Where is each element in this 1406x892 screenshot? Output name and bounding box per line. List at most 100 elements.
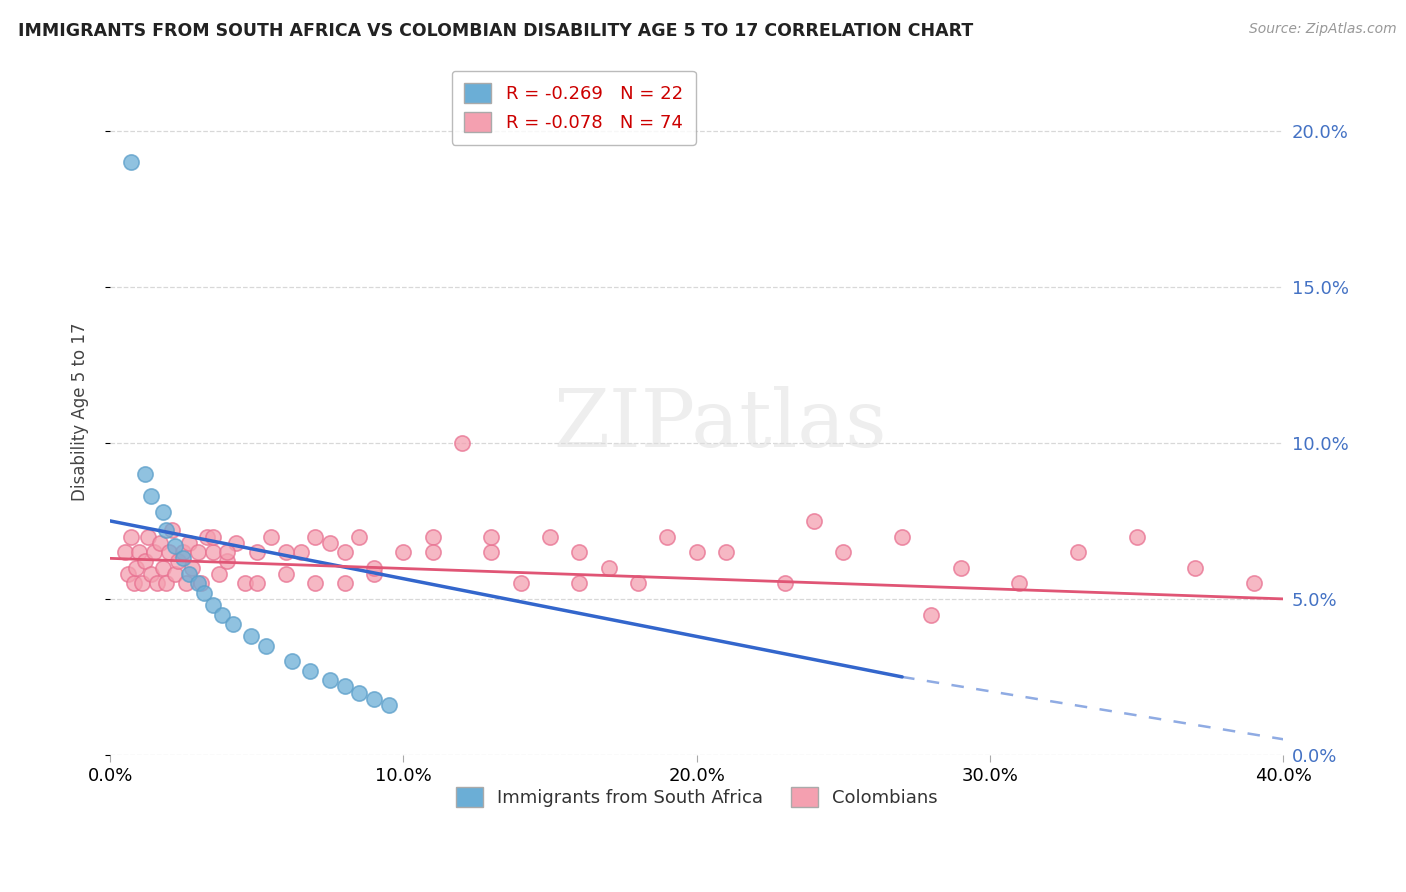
Point	[949, 560, 972, 574]
Point	[274, 566, 297, 581]
Point	[201, 529, 224, 543]
Point	[832, 545, 855, 559]
Point	[152, 504, 174, 518]
Point	[125, 560, 148, 574]
Point	[160, 523, 183, 537]
Point	[139, 566, 162, 581]
Point	[422, 529, 444, 543]
Point	[481, 545, 503, 559]
Point	[714, 545, 737, 559]
Point	[598, 560, 620, 574]
Point	[1008, 576, 1031, 591]
Point	[246, 545, 269, 559]
Point	[274, 545, 297, 559]
Point	[803, 514, 825, 528]
Point	[333, 679, 356, 693]
Point	[451, 436, 474, 450]
Point	[1243, 576, 1265, 591]
Point	[891, 529, 914, 543]
Point	[211, 607, 233, 622]
Point	[117, 566, 139, 581]
Y-axis label: Disability Age 5 to 17: Disability Age 5 to 17	[72, 323, 89, 501]
Point	[155, 576, 177, 591]
Point	[172, 545, 194, 559]
Point	[217, 545, 239, 559]
Point	[176, 576, 198, 591]
Point	[1126, 529, 1149, 543]
Point	[319, 535, 342, 549]
Point	[298, 664, 321, 678]
Point	[166, 554, 188, 568]
Point	[157, 545, 180, 559]
Point	[239, 629, 262, 643]
Point	[217, 554, 239, 568]
Point	[920, 607, 942, 622]
Point	[568, 576, 591, 591]
Point	[120, 155, 142, 169]
Point	[304, 576, 326, 591]
Point	[190, 576, 212, 591]
Point	[686, 545, 709, 559]
Point	[120, 529, 142, 543]
Point	[207, 566, 229, 581]
Point	[163, 566, 186, 581]
Point	[136, 529, 159, 543]
Point	[657, 529, 679, 543]
Point	[392, 545, 415, 559]
Point	[290, 545, 312, 559]
Point	[149, 535, 172, 549]
Point	[146, 576, 169, 591]
Point	[333, 576, 356, 591]
Point	[233, 576, 256, 591]
Point	[538, 529, 561, 543]
Point	[187, 545, 209, 559]
Point	[363, 691, 385, 706]
Point	[1302, 623, 1324, 637]
Point	[349, 529, 371, 543]
Point	[179, 566, 201, 581]
Point	[246, 576, 269, 591]
Point	[139, 489, 162, 503]
Point	[304, 529, 326, 543]
Point	[152, 560, 174, 574]
Point	[422, 545, 444, 559]
Point	[773, 576, 796, 591]
Point	[363, 566, 385, 581]
Point	[143, 545, 166, 559]
Point	[377, 698, 401, 712]
Point	[254, 639, 277, 653]
Point	[363, 560, 385, 574]
Point	[181, 560, 204, 574]
Point	[319, 673, 342, 687]
Point	[333, 545, 356, 559]
Point	[281, 654, 304, 668]
Point	[187, 576, 209, 591]
Text: Source: ZipAtlas.com: Source: ZipAtlas.com	[1249, 22, 1396, 37]
Point	[222, 616, 245, 631]
Point	[1067, 545, 1090, 559]
Point	[260, 529, 283, 543]
Point	[155, 523, 177, 537]
Point	[131, 576, 153, 591]
Point	[179, 535, 201, 549]
Point	[349, 685, 371, 699]
Text: IMMIGRANTS FROM SOUTH AFRICA VS COLOMBIAN DISABILITY AGE 5 TO 17 CORRELATION CHA: IMMIGRANTS FROM SOUTH AFRICA VS COLOMBIA…	[18, 22, 973, 40]
Point	[134, 467, 156, 482]
Point	[1184, 560, 1206, 574]
Text: ZIPatlas: ZIPatlas	[554, 386, 887, 465]
Point	[481, 529, 503, 543]
Point	[201, 598, 224, 612]
Point	[193, 585, 215, 599]
Legend: Immigrants from South Africa, Colombians: Immigrants from South Africa, Colombians	[449, 780, 945, 814]
Point	[201, 545, 224, 559]
Point	[195, 529, 218, 543]
Point	[172, 551, 194, 566]
Point	[128, 545, 150, 559]
Point	[568, 545, 591, 559]
Point	[627, 576, 650, 591]
Point	[134, 554, 156, 568]
Point	[225, 535, 247, 549]
Point	[122, 576, 145, 591]
Point	[114, 545, 136, 559]
Point	[509, 576, 531, 591]
